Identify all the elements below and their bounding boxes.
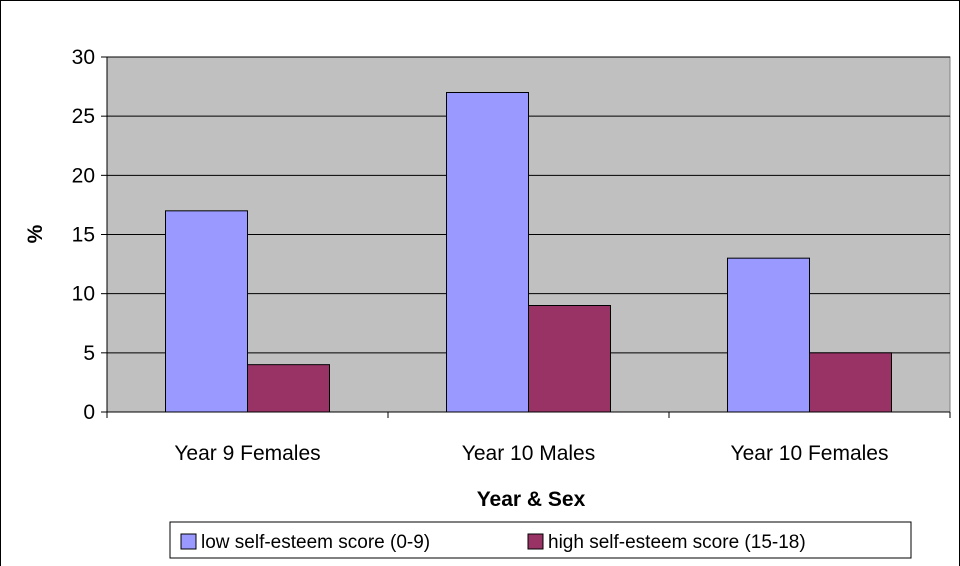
- axes: [101, 56, 951, 418]
- x-tick-label: Year 10 Males: [462, 442, 595, 465]
- legend: low self-esteem score (0-9) high self-es…: [169, 521, 912, 559]
- y-tick-labels: 0 5 10 15 20 25 30: [72, 46, 95, 424]
- y-tick-label: 15: [72, 224, 95, 247]
- legend-label-high: high self-esteem score (15-18): [548, 532, 806, 553]
- y-tick-label: 30: [72, 46, 95, 69]
- bar-high-year-9-females: [247, 364, 330, 413]
- legend-label-low: low self-esteem score (0-9): [201, 532, 430, 553]
- legend-swatch-high: [527, 533, 544, 550]
- bar-low-year-10-females: [727, 257, 810, 413]
- bar-high-year-10-males: [528, 305, 611, 413]
- x-tick-label: Year 9 Females: [174, 442, 320, 465]
- x-tick-label: Year 10 Females: [731, 442, 889, 465]
- y-axis-title: %: [24, 224, 47, 243]
- bar-high-year-10-females: [809, 352, 892, 413]
- y-tick-label: 0: [83, 401, 95, 424]
- y-tick-label: 5: [83, 342, 95, 365]
- legend-swatch-low: [180, 533, 197, 550]
- y-tick-label: 20: [72, 164, 95, 187]
- y-tick-label: 25: [72, 105, 95, 128]
- x-axis-title: Year & Sex: [477, 488, 586, 511]
- bar-low-year-10-males: [446, 92, 529, 413]
- x-tick-labels: Year 9 Females Year 10 Males Year 10 Femal…: [174, 442, 888, 465]
- y-tick-label: 10: [72, 283, 95, 306]
- bar-low-year-9-females: [165, 210, 248, 413]
